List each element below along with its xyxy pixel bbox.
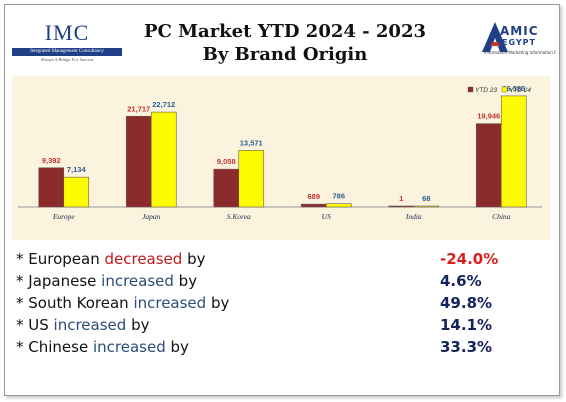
data-label-ytd24-europe: 7,134 (67, 165, 87, 174)
stat-suffix: by (182, 250, 206, 268)
bar-ytd23-china (475, 123, 502, 208)
bar-ytd23-europe (38, 167, 65, 208)
chart-title-line1: PC Market YTD 2024 - 2023 (143, 21, 427, 42)
bar-ytd23-us (300, 203, 327, 208)
data-label-ytd23-skorea: 9,058 (217, 157, 236, 166)
stat-direction-word: increased (53, 316, 127, 334)
stat-value: 33.3% (440, 338, 493, 356)
imc-logo: IMC Integrated Management Consultancy Al… (12, 22, 122, 62)
stat-prefix: * Japanese (16, 272, 102, 290)
x-tick-label-europe: Europe (52, 212, 75, 221)
x-tick-label-us: US (322, 212, 331, 221)
stat-direction-word: increased (92, 338, 166, 356)
stat-direction-word: increased (101, 272, 174, 290)
data-label-ytd23-china: 19,946 (477, 112, 500, 121)
data-label-ytd24-us: 786 (332, 192, 345, 201)
amic-logo-line2: EGYPT (502, 38, 536, 47)
bar-ytd23-india (388, 205, 415, 208)
bar-ytd24-us (325, 203, 352, 208)
data-label-ytd24-china: 26,585 (502, 84, 525, 93)
data-label-ytd23-us: 689 (307, 192, 320, 201)
stat-suffix: by (165, 338, 189, 356)
data-label-ytd24-india: 68 (422, 194, 430, 203)
stat-row: * Chinese increased by 33.3% (16, 336, 546, 358)
bar-ytd24-europe (63, 176, 90, 208)
stat-row: * South Korean increased by 49.8% (16, 292, 546, 314)
stat-row: * European decreased by -24.0% (16, 248, 546, 270)
data-label-ytd23-europe: 9,392 (42, 156, 61, 165)
x-tick-label-india: India (405, 212, 422, 221)
bar-chart: 9,392 7,134 Europe 21,717 22,712 Japan 9,058 13… (18, 84, 542, 221)
imc-logo-subtagline: Always A Bridge For Success (40, 57, 94, 62)
bar-ytd24-india (413, 205, 440, 208)
amic-logo-line1: AMIC (500, 24, 539, 38)
x-tick-label-china: China (492, 212, 511, 221)
chart-area: 9,392 7,134 Europe 21,717 22,712 Japan 9,058 13… (12, 76, 550, 240)
stat-suffix: by (126, 316, 150, 334)
x-tick-label-skorea: S.Korea (227, 212, 251, 221)
chart-title: PC Market YTD 2024 - 2023 By Brand Origi… (120, 20, 450, 66)
stat-value: 49.8% (440, 294, 493, 312)
data-label-ytd24-skorea: 13,571 (240, 138, 263, 147)
stats-list: * European decreased by -24.0% * Japanese … (16, 248, 546, 358)
stat-label: * US increased by (16, 314, 149, 336)
stat-row: * US increased by 14.1% (16, 314, 546, 336)
bar-ytd24-japan (150, 111, 177, 208)
legend-swatch-ytd23 (467, 86, 474, 93)
stat-direction-word: decreased (104, 250, 183, 268)
data-label-ytd24-japan: 22,712 (152, 100, 175, 109)
chart-title-line2: By Brand Origin (202, 44, 368, 65)
stat-row: * Japanese increased by 4.6% (16, 270, 546, 292)
stat-direction-word: increased (133, 294, 207, 312)
stat-prefix: * Chinese (16, 338, 93, 356)
stat-value: 14.1% (440, 316, 493, 334)
legend-label-ytd23: YTD 23 (475, 87, 497, 94)
bar-ytd23-skorea (213, 168, 240, 208)
amic-logo: AMIC EGYPT Information Marketing Informa… (478, 18, 558, 62)
stat-label: * European decreased by (16, 248, 205, 270)
stat-label: * Chinese increased by (16, 336, 189, 358)
stat-suffix: by (206, 294, 230, 312)
imc-logo-text: IMC (44, 20, 90, 45)
imc-logo-tagline: Integrated Management Consultancy (12, 48, 122, 56)
amic-emblem-icon (482, 22, 508, 52)
stat-value: 4.6% (440, 272, 482, 290)
stat-suffix: by (173, 272, 198, 290)
bar-ytd24-skorea (238, 149, 265, 208)
stat-value: -24.0% (440, 250, 499, 268)
stat-prefix: * European (16, 250, 105, 268)
data-label-ytd23-india: 1 (399, 194, 403, 203)
stat-label: * Japanese increased by (16, 270, 197, 292)
amic-logo-tagline: Information Marketing Information Counci… (484, 50, 556, 55)
bar-ytd24-china (500, 95, 527, 208)
legend-label-ytd24: YTD 24 (509, 87, 531, 94)
bar-ytd23-japan (125, 115, 152, 208)
data-label-ytd23-japan: 21,717 (127, 104, 150, 113)
stat-label: * South Korean increased by (16, 292, 229, 314)
x-tick-label-japan: Japan (142, 212, 161, 221)
legend-swatch-ytd24 (501, 86, 508, 93)
stat-prefix: * South Korean (16, 294, 134, 312)
stat-prefix: * US (16, 316, 54, 334)
